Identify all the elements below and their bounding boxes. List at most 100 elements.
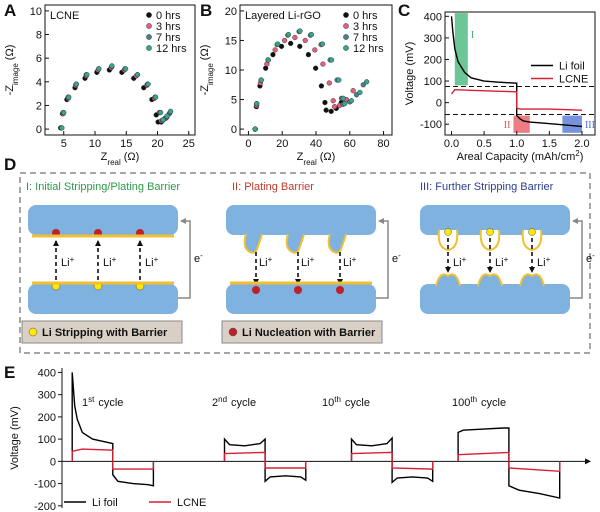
diagram-title: III: Further Stripping Barrier <box>420 181 554 193</box>
marker <box>145 81 151 87</box>
x-axis-label: Zreal (Ω) <box>297 151 336 167</box>
ion-label: Li+ <box>343 255 357 270</box>
marker <box>331 104 338 110</box>
marker <box>292 34 298 41</box>
marker <box>61 109 67 116</box>
electron-sup: - <box>398 251 401 260</box>
ion-base: Li <box>537 257 546 269</box>
label-part: real <box>303 158 317 167</box>
panel-d-border <box>19 172 591 354</box>
x-tick-label: 2.0 <box>574 138 589 150</box>
x-tick-label: 80 <box>377 138 389 150</box>
marker <box>336 77 342 83</box>
label-part: 2 <box>575 149 580 158</box>
marker <box>285 31 292 38</box>
legend-label: 0 hrs <box>156 10 181 22</box>
series-line <box>450 16 583 128</box>
legend-marker <box>343 34 349 40</box>
highlight-region <box>513 115 530 133</box>
li-nucleus <box>336 286 344 294</box>
top-electrode <box>226 205 376 235</box>
marker <box>297 43 303 49</box>
panel-label: C <box>398 1 410 20</box>
circuit-wire <box>376 218 389 299</box>
ion-label: Li+ <box>259 255 273 270</box>
cycle-text: cycle <box>98 397 123 409</box>
ion-base: Li <box>103 257 112 269</box>
cycle-label: 1st cycle <box>82 395 123 410</box>
x-tick-label: 40 <box>310 138 322 150</box>
marker <box>326 80 332 86</box>
legend-marker <box>343 23 349 29</box>
ion-base: Li <box>301 257 310 269</box>
label-part: -Z <box>199 85 211 96</box>
marker <box>270 52 276 58</box>
marker <box>319 41 326 47</box>
series-line <box>71 448 561 473</box>
electron-base: e <box>194 253 200 265</box>
cycle-suffix: st <box>88 395 95 404</box>
marker <box>342 101 348 107</box>
electron-sup: - <box>200 251 203 260</box>
y-tick-label: -200 <box>34 501 56 512</box>
electron-label: e- <box>392 251 401 266</box>
x-tick-label: 20 <box>276 138 288 150</box>
cycle-number: 10 <box>322 397 334 409</box>
marker <box>96 66 102 72</box>
y-tick-label: 6 <box>36 53 42 65</box>
marker <box>360 82 366 88</box>
cycle-suffix: nd <box>218 395 227 404</box>
panel-label: B <box>200 1 212 20</box>
marker <box>364 79 370 85</box>
marker <box>320 61 326 67</box>
y-tick-label: -100 <box>420 119 442 131</box>
label-part: real <box>107 158 121 167</box>
y-axis-label: -Zimage (Ω) <box>199 45 215 96</box>
electron-label: e- <box>194 251 203 266</box>
marker <box>308 31 315 38</box>
marker <box>258 77 264 83</box>
y-tick-label: 2 <box>36 100 42 112</box>
y-tick-label: 300 <box>38 390 56 402</box>
ion-base: Li <box>453 257 462 269</box>
ion-label: Li+ <box>61 255 75 270</box>
li-deposit <box>243 233 263 254</box>
circuit-wire <box>570 218 583 299</box>
plot-frame <box>444 11 596 136</box>
label-part: (Ω) <box>199 45 211 61</box>
legend-label: 3 hrs <box>353 21 378 33</box>
marker <box>59 125 65 131</box>
marker <box>160 117 166 123</box>
region-label: III <box>585 120 595 131</box>
marker <box>158 109 164 116</box>
marker <box>350 88 356 94</box>
y-tick-label: 5 <box>231 95 237 107</box>
x-tick-label: 0.0 <box>444 138 459 150</box>
ion-sup: + <box>112 255 117 264</box>
legend-marker <box>343 12 349 18</box>
marker <box>297 28 303 34</box>
annotation: LCNE <box>50 10 79 22</box>
y-tick-label: 400 <box>424 11 442 23</box>
y-tick-label: 300 <box>424 33 442 45</box>
x-axis-label: Zreal (Ω) <box>101 151 140 167</box>
y-tick-label: 0 <box>36 124 42 136</box>
y-tick-label: 20 <box>225 6 237 18</box>
cycle-number: 100 <box>452 397 470 409</box>
cycle-number: 1 <box>82 397 88 409</box>
x-tick-label: 5 <box>61 138 67 150</box>
label-part: (Ω) <box>4 45 16 61</box>
cycle-suffix: th <box>334 395 341 404</box>
series-line <box>450 88 583 111</box>
legend-label: Li foil <box>559 61 585 73</box>
panel-label: E <box>4 363 15 382</box>
marker <box>288 40 294 47</box>
legend-marker <box>146 34 152 40</box>
marker <box>265 57 271 63</box>
legend-label: LCNE <box>559 74 588 86</box>
label-part: image <box>206 63 215 85</box>
top-electrode <box>420 205 570 235</box>
legend-label: 7 hrs <box>353 32 378 44</box>
marker <box>318 83 325 89</box>
